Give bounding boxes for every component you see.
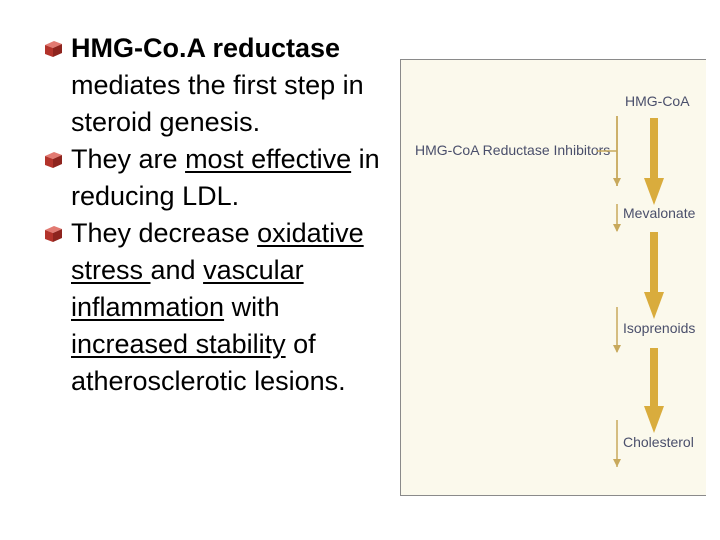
bullet-list: HMG-Co.A reductase mediates the first st…: [40, 30, 395, 400]
red-cube-bullet-icon: [45, 41, 62, 57]
pathway-diagram: HMG-CoA HMG-CoA Reductase Inhibitors Mev…: [400, 59, 706, 496]
inhibition-tick-1: [613, 116, 621, 186]
red-cube-bullet-icon: [45, 152, 62, 168]
step-label-isoprenoids: Isoprenoids: [623, 320, 695, 336]
bullet-item: HMG-Co.A reductase mediates the first st…: [40, 30, 395, 141]
step-label-hmg-coa: HMG-CoA: [625, 93, 690, 109]
bullet-text: They decrease oxidative stress and vascu…: [71, 218, 364, 396]
arrow-3: [644, 348, 664, 433]
bullet-text: HMG-Co.A reductase mediates the first st…: [71, 33, 364, 137]
pathway-svg: HMG-CoA HMG-CoA Reductase Inhibitors Mev…: [415, 93, 696, 467]
inhibition-tick-3: [613, 307, 621, 353]
inhibition-tick-2: [613, 204, 621, 232]
inhibition-tick-4: [613, 420, 621, 467]
inhibitor-label: HMG-CoA Reductase Inhibitors: [415, 142, 610, 158]
step-label-mevalonate: Mevalonate: [623, 205, 696, 221]
bullet-item: They decrease oxidative stress and vascu…: [40, 215, 395, 400]
bullet-text: They are most effective in reducing LDL.: [71, 144, 380, 211]
step-label-cholesterol: Cholesterol: [623, 434, 694, 450]
red-cube-bullet-icon: [45, 226, 62, 242]
bullet-item: They are most effective in reducing LDL.: [40, 141, 395, 215]
arrow-1: [644, 118, 664, 205]
arrow-2: [644, 232, 664, 319]
